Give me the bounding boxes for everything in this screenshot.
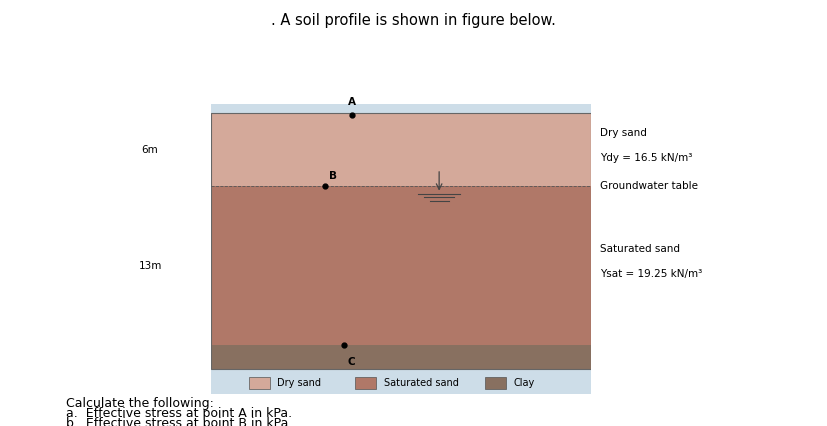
Text: Saturated sand: Saturated sand <box>600 244 680 253</box>
Bar <box>211 186 591 345</box>
Text: Clay: Clay <box>514 378 534 388</box>
Text: Ysat = 19.25 kN/m³: Ysat = 19.25 kN/m³ <box>600 269 702 279</box>
Bar <box>356 377 376 389</box>
Text: 6m: 6m <box>141 145 159 155</box>
Bar <box>211 113 591 186</box>
Text: Ydy = 16.5 kN/m³: Ydy = 16.5 kN/m³ <box>600 153 692 163</box>
Text: Saturated sand: Saturated sand <box>384 378 459 388</box>
Bar <box>485 377 506 389</box>
Text: A: A <box>347 97 356 107</box>
Text: a.  Effective stress at point A in kPa.: a. Effective stress at point A in kPa. <box>66 407 292 420</box>
Text: b.  Effective stress at point B in kPa.: b. Effective stress at point B in kPa. <box>66 417 293 426</box>
Text: B: B <box>329 170 337 181</box>
Text: Dry sand: Dry sand <box>278 378 322 388</box>
Text: 13m: 13m <box>138 261 162 271</box>
Bar <box>211 113 591 369</box>
Text: C: C <box>348 357 356 367</box>
Bar <box>249 377 270 389</box>
Text: Groundwater table: Groundwater table <box>600 181 698 191</box>
Bar <box>211 345 591 369</box>
Text: . A soil profile is shown in figure below.: . A soil profile is shown in figure belo… <box>271 13 556 28</box>
Text: Dry sand: Dry sand <box>600 128 647 138</box>
Text: Calculate the following:: Calculate the following: <box>66 397 214 410</box>
